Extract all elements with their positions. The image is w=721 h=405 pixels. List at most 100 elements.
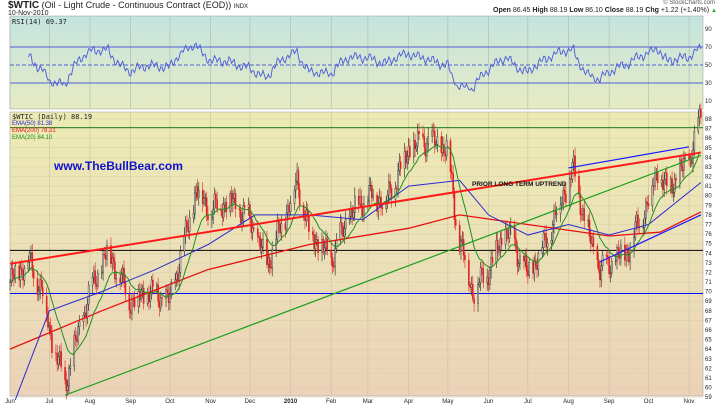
candle-body xyxy=(369,185,372,187)
price-tick-label: 59 xyxy=(705,395,712,401)
candle-body xyxy=(312,231,314,236)
candle-body xyxy=(515,238,517,250)
candle-body xyxy=(368,185,371,202)
candle-body xyxy=(592,237,595,247)
candle-body xyxy=(100,271,103,274)
candle-body xyxy=(112,257,115,263)
candle-body xyxy=(608,257,610,274)
rsi-tick-label: 50 xyxy=(705,63,712,69)
candle-body xyxy=(578,176,580,195)
x-tick-label: Sep xyxy=(125,399,136,405)
candle-body xyxy=(656,171,659,184)
candle-body xyxy=(77,326,79,342)
candle-body xyxy=(222,204,225,218)
candle-body xyxy=(461,239,464,242)
price-tick-label: 77 xyxy=(705,222,712,228)
candle-body xyxy=(106,245,108,260)
price-legend: $WTIC (Daily) 88.19 xyxy=(12,113,93,121)
price-tick-label: 72 xyxy=(705,270,712,276)
candle-body xyxy=(293,190,296,204)
candle-body xyxy=(462,239,465,256)
candle-body xyxy=(288,205,291,212)
candle-body xyxy=(115,278,117,280)
candle-body xyxy=(600,265,603,281)
rsi-panel xyxy=(9,15,704,110)
candle-body xyxy=(555,213,558,215)
candle-body xyxy=(490,257,492,271)
candle-body xyxy=(646,201,648,204)
candle-body xyxy=(51,333,53,353)
candle-body xyxy=(150,279,153,294)
candle-body xyxy=(14,265,17,279)
rsi-tick-label: 10 xyxy=(705,99,712,105)
candle-body xyxy=(561,202,563,206)
candle-body xyxy=(97,273,99,287)
candle-body xyxy=(597,259,600,270)
candle-body xyxy=(589,235,592,244)
candle-body xyxy=(64,367,66,381)
candle-body xyxy=(27,262,30,270)
candle-body xyxy=(188,217,191,232)
candle-body xyxy=(277,221,280,225)
candle-body xyxy=(367,200,369,204)
candle-body xyxy=(251,227,254,233)
candle-body xyxy=(94,270,97,284)
candle-body xyxy=(470,283,473,288)
candle-body xyxy=(260,247,263,252)
candle-body xyxy=(76,339,78,342)
candle-body xyxy=(57,356,60,365)
candle-body xyxy=(38,290,40,295)
candle-body xyxy=(195,186,197,194)
candle-body xyxy=(409,146,411,158)
candle-body xyxy=(259,237,262,252)
ohlc-summary: Open 86.45 High 88.19 Low 86.10 Close 88… xyxy=(493,7,717,15)
price-tick-label: 60 xyxy=(705,386,712,392)
candle-body xyxy=(523,255,525,262)
candle-body xyxy=(31,252,34,272)
price-tick-label: 67 xyxy=(705,318,712,324)
candle-body xyxy=(654,172,656,187)
candle-body xyxy=(110,245,112,264)
candle-body xyxy=(371,185,373,199)
candle-body xyxy=(407,146,410,157)
candle-body xyxy=(194,192,196,214)
candle-body xyxy=(201,190,204,204)
candle-body xyxy=(225,201,228,213)
candle-body xyxy=(111,257,114,264)
candle-body xyxy=(669,178,672,187)
candle-body xyxy=(73,335,76,367)
x-tick-label: Aug xyxy=(85,399,96,405)
candle-body xyxy=(266,239,268,265)
candle-body xyxy=(464,255,466,261)
candle-body xyxy=(298,189,301,206)
candle-body xyxy=(683,158,685,171)
candle-body xyxy=(315,239,318,243)
candle-body xyxy=(170,282,173,295)
candle-body xyxy=(352,212,355,218)
candle-body xyxy=(192,213,195,218)
open-label: Open xyxy=(493,7,511,14)
candle-body xyxy=(481,267,483,270)
chart-title: $WTIC (Oil - Light Crude - Continuous Co… xyxy=(8,0,248,12)
chart-date: 10-Nov-2010 xyxy=(8,10,49,17)
candle-body xyxy=(637,214,639,227)
candle-body xyxy=(203,197,205,204)
candle-body xyxy=(165,289,167,299)
candle-body xyxy=(141,288,144,291)
candle-body xyxy=(78,321,81,327)
price-tick-label: 75 xyxy=(705,242,712,248)
trendline xyxy=(568,146,690,169)
candle-body xyxy=(588,219,591,237)
candle-body xyxy=(331,257,334,267)
candle-body xyxy=(671,178,673,194)
candle-body xyxy=(528,261,530,276)
candle-body xyxy=(11,268,14,276)
price-tick-label: 83 xyxy=(705,165,712,171)
candle-body xyxy=(243,205,246,208)
candle-body xyxy=(660,179,663,184)
candle-body xyxy=(398,161,401,171)
candle-body xyxy=(403,150,406,169)
candle-body xyxy=(672,191,675,194)
candle-body xyxy=(426,143,428,157)
candle-body xyxy=(487,276,490,285)
